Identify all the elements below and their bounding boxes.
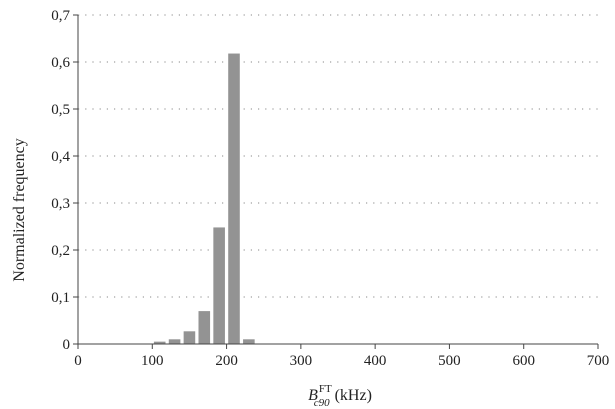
bar-5 — [228, 53, 240, 344]
y-tick-label-6: 0,6 — [51, 55, 70, 71]
bar-4 — [213, 227, 225, 344]
y-tick-label-0: 0 — [63, 337, 71, 353]
y-tick-label-7: 0,7 — [51, 8, 70, 24]
x-tick-label-0: 0 — [74, 353, 82, 369]
bar-6 — [243, 339, 255, 344]
x-axis-label-subscript: c90 — [314, 397, 330, 409]
y-tick-label-5: 0,5 — [51, 102, 70, 118]
x-axis-label: BFT c90 (kHz) — [308, 383, 372, 409]
y-tick-label-1: 0,1 — [51, 290, 70, 306]
x-tick-label-1: 100 — [141, 353, 164, 369]
gridlines — [78, 14, 598, 298]
bar-3 — [198, 311, 211, 344]
y-tick-label-2: 0,2 — [51, 243, 70, 259]
x-tick-label-5: 500 — [438, 353, 461, 369]
y-axis-label: Normalized frequency — [11, 138, 28, 281]
axes — [73, 14, 599, 349]
x-tick-label-7: 700 — [587, 353, 610, 369]
y-tick-label-3: 0,3 — [51, 196, 70, 212]
x-tick-label-3: 300 — [290, 353, 313, 369]
x-tick-label-4: 400 — [364, 353, 387, 369]
bar-2 — [183, 331, 196, 344]
x-tick-label-6: 600 — [512, 353, 535, 369]
bar-1 — [168, 339, 181, 344]
x-axis-label-symbol: B — [308, 387, 318, 404]
x-tick-labels: 0 100 200 300 400 500 600 700 — [74, 353, 609, 369]
bars — [153, 53, 255, 344]
y-tick-labels: 0 0,1 0,2 0,3 0,4 0,5 0,6 0,7 — [51, 8, 70, 353]
x-axis-label-unit: (kHz) — [335, 387, 372, 404]
x-axis-label-superscript: FT — [319, 383, 332, 395]
bar-0 — [153, 341, 166, 344]
x-tick-label-2: 200 — [215, 353, 238, 369]
y-tick-label-4: 0,4 — [51, 149, 70, 165]
